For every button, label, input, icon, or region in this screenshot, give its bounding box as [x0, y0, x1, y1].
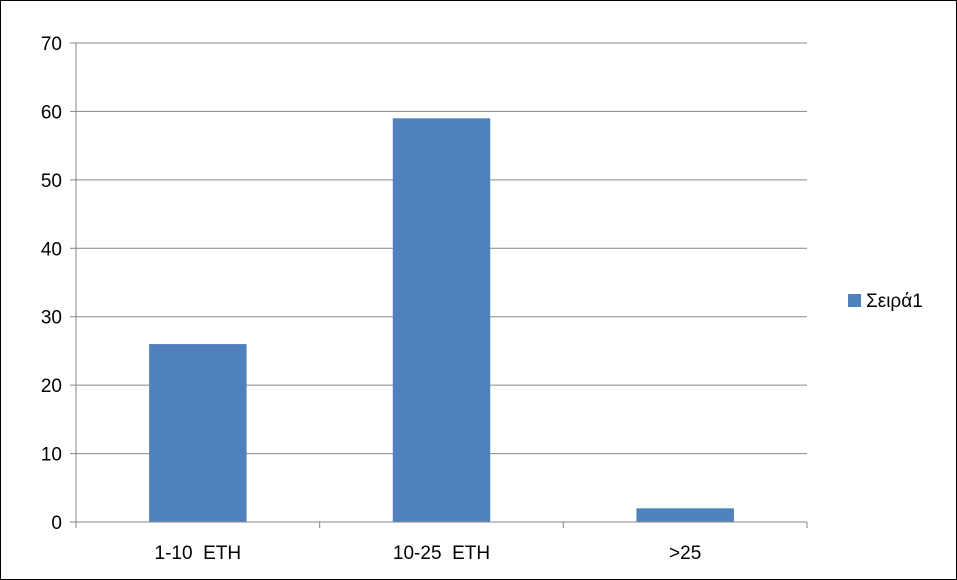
x-tick-label: 1-10 ETH — [155, 543, 242, 564]
y-axis-tick-labels: 0 10 20 30 40 50 60 70 — [41, 34, 62, 534]
y-tick-label: 10 — [41, 445, 62, 466]
axes — [70, 42, 808, 528]
bars — [149, 118, 734, 523]
bar — [392, 118, 491, 523]
y-tick-label: 70 — [41, 34, 62, 55]
x-tick-label: 10-25 ETH — [393, 543, 490, 564]
legend-swatch — [848, 294, 861, 307]
y-tick-label: 30 — [41, 308, 62, 329]
y-tick-label: 0 — [51, 513, 62, 534]
bar — [636, 508, 734, 522]
bar — [149, 344, 247, 522]
y-tick-label: 60 — [41, 102, 62, 123]
y-tick-label: 20 — [41, 376, 62, 397]
x-axis-tick-labels: 1-10 ETH 10-25 ETH >25 — [155, 543, 702, 564]
y-tick-label: 40 — [41, 239, 62, 260]
legend-label: Σειρά1 — [866, 291, 923, 312]
x-tick-label: >25 — [669, 543, 701, 564]
y-tick-label: 50 — [41, 171, 62, 192]
legend: Σειρά1 — [848, 291, 923, 312]
